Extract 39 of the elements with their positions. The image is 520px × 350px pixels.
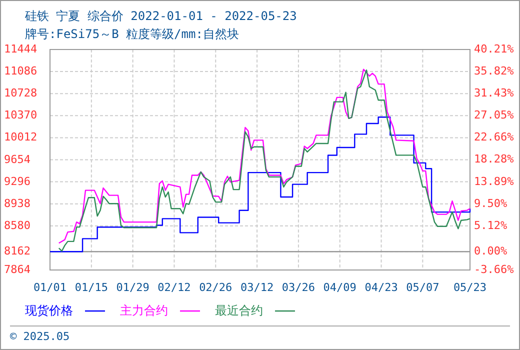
y-tick-label: 7864 <box>4 263 31 276</box>
x-tick-label: 01/01 <box>33 281 67 294</box>
y2-tick-label: 35.82% <box>474 64 514 78</box>
x-tick-label: 02/12 <box>158 281 191 294</box>
x-tick-label: 04/09 <box>323 281 356 294</box>
y-tick-label: 11444 <box>4 42 38 56</box>
y2-tick-label: 40.21% <box>474 42 514 56</box>
y-tick-label: 8938 <box>4 196 30 210</box>
y-tick-label: 10012 <box>4 130 38 144</box>
chart-title: 硅铁 宁夏 综合价 2022-01-01 - 2022-05-23 <box>24 9 297 23</box>
x-tick-label: 01/29 <box>116 281 150 294</box>
y-tick-label: 9654 <box>4 152 31 166</box>
x-tick-label: 03/26 <box>282 281 316 294</box>
legend-label: 主力合约 <box>120 303 168 318</box>
y2-tick-label: 27.05% <box>474 108 514 122</box>
y-tick-label: 9296 <box>4 174 30 188</box>
y-tick-label: 10370 <box>4 108 38 122</box>
y-tick-label: 8580 <box>4 218 30 232</box>
chart-subtitle: 牌号:FeSi75～B 粒度等级/mm:自然块 <box>25 27 239 41</box>
y-tick-label: 10728 <box>4 86 38 100</box>
x-tick-label: 04/23 <box>364 281 398 294</box>
x-tick-label: 01/15 <box>74 281 108 294</box>
x-tick-label: 03/12 <box>240 281 274 294</box>
x-tick-label: 05/07 <box>406 281 440 294</box>
y2-tick-label: 13.89% <box>474 174 514 188</box>
y2-tick-label: 5.12% <box>474 218 508 232</box>
x-tick-label: 05/23 <box>453 281 487 294</box>
y2-tick-label: 18.28% <box>474 152 514 166</box>
legend-label: 现货价格 <box>25 303 73 318</box>
y-tick-label: 11086 <box>4 64 38 78</box>
y2-tick-label: 0.00% <box>474 244 508 258</box>
y2-tick-label: 9.50% <box>474 196 508 210</box>
y2-tick-label: 31.43% <box>474 86 514 100</box>
text: © 2025.05 <box>10 330 70 343</box>
y2-tick-label: -3.66% <box>474 263 514 276</box>
y2-tick-label: 22.66% <box>474 130 514 144</box>
y-tick-label: 8162 <box>4 244 30 258</box>
legend-label: 最近合约 <box>215 303 263 318</box>
x-tick-label: 02/26 <box>199 281 232 294</box>
